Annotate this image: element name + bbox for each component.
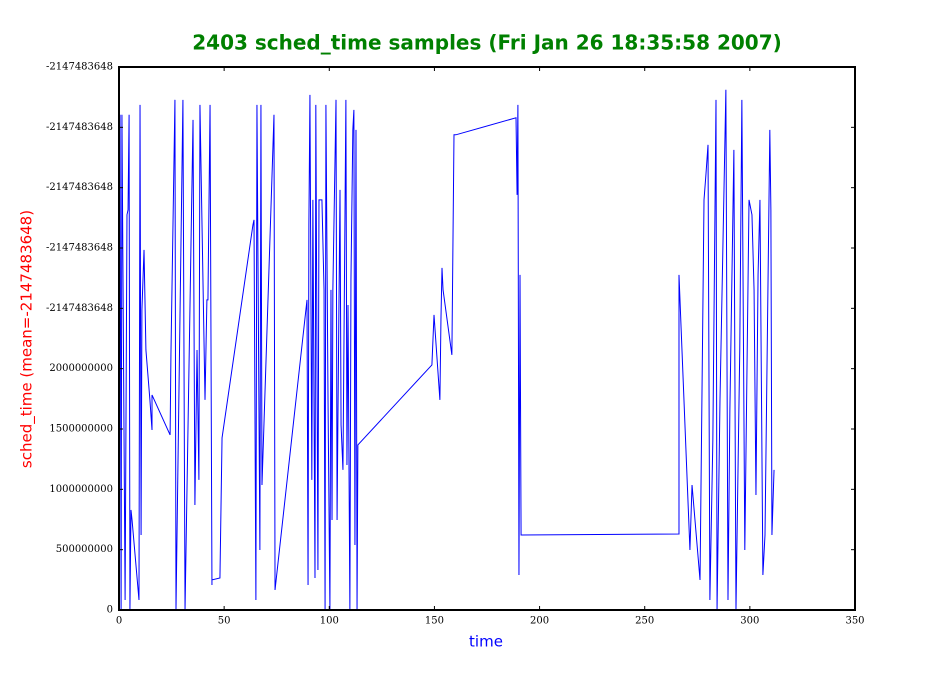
data-line [118, 89, 775, 611]
x-tick-label: 250 [635, 616, 654, 627]
y-axis-label: sched_time (mean=-2147483648) [18, 210, 37, 468]
chart-title: 2403 sched_time samples (Fri Jan 26 18:3… [192, 31, 782, 55]
x-tick-label: 300 [740, 616, 759, 627]
plot-frame [118, 66, 856, 611]
x-tick-label: 100 [320, 616, 339, 627]
x-tick-label: 0 [116, 616, 122, 627]
y-tick-label: 1000000000 [49, 484, 113, 495]
y-tick-label: 500000000 [56, 544, 113, 555]
y-tick-label: -2147483648 [46, 122, 113, 133]
x-tick-label: 150 [425, 616, 444, 627]
y-tick-label: 0 [107, 605, 113, 616]
x-tick-label: 50 [218, 616, 231, 627]
y-tick-label: 2000000000 [49, 363, 113, 374]
y-tick-label: -2147483648 [46, 182, 113, 193]
y-tick-label: -2147483648 [46, 243, 113, 254]
x-axis-label: time [469, 633, 503, 651]
y-tick-label: 1500000000 [49, 424, 113, 435]
y-tick-label: -2147483648 [46, 303, 113, 314]
x-tick-label: 200 [530, 616, 549, 627]
x-tick-label: 350 [845, 616, 864, 627]
y-tick-label: -2147483648 [46, 62, 113, 73]
